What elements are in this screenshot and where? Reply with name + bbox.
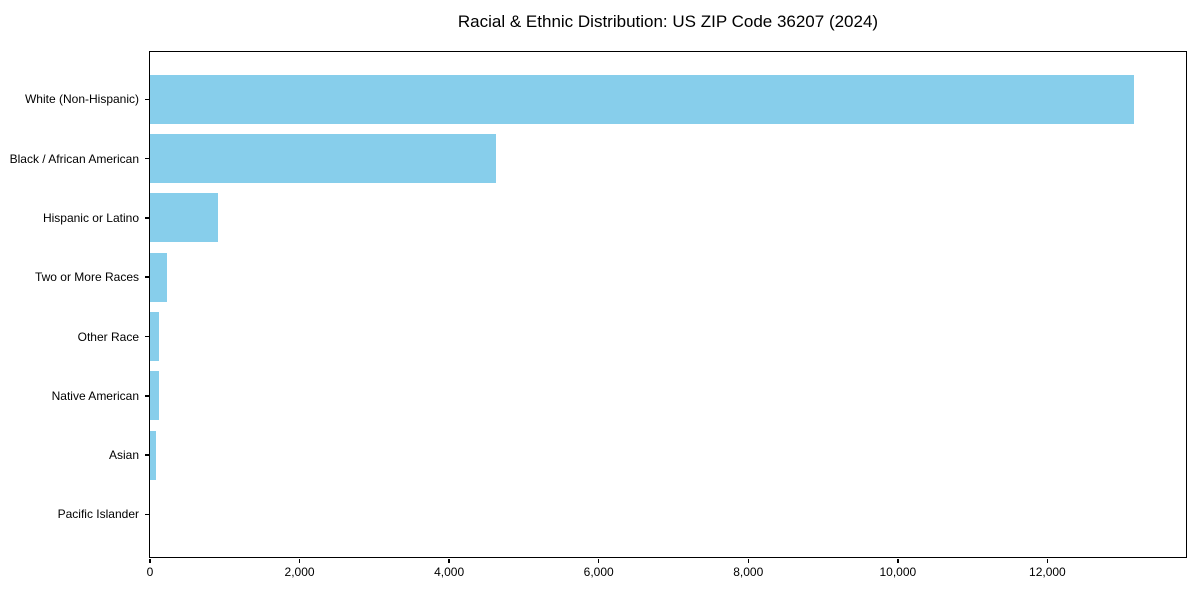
y-tick-mark [144,335,149,338]
y-tick-mark [144,217,149,219]
y-tick-mark [144,98,149,101]
x-tick-label: 4,000 [434,565,465,579]
y-tick-mark [144,454,149,456]
x-tick-mark [1046,558,1049,563]
y-tick-mark [144,276,149,278]
bar [150,134,497,184]
x-tick-label: 10,000 [879,565,917,579]
x-tick-label: 6,000 [583,565,614,579]
x-tick-mark [747,558,750,563]
y-tick-label: Native American [51,388,139,403]
bar [150,430,157,480]
y-tick-label: Two or More Races [34,270,139,285]
y-tick-label: Pacific Islander [57,507,139,522]
y-tick-label: Black / African American [9,151,139,166]
x-tick-label: 12,000 [1029,565,1066,579]
x-tick-label: 2,000 [284,565,315,579]
y-tick-label: White (Non-Hispanic) [24,92,139,107]
chart-title: Racial & Ethnic Distribution: US ZIP Cod… [457,12,879,31]
bar [150,193,218,243]
y-tick-mark [144,513,149,516]
bar [150,312,160,361]
bar [150,252,168,302]
bar [150,74,1135,124]
x-tick-label: 8,000 [733,565,764,579]
x-tick-mark [448,558,450,563]
plot-area: White (Non-Hispanic) Black / African Amer… [10,51,1187,579]
bar [150,371,159,421]
x-tick-mark [597,558,600,563]
y-tick-label: Other Race [77,329,139,344]
x-tick-label: 0 [146,565,154,579]
x-tick-mark [149,558,151,563]
y-tick-mark [144,157,149,160]
y-tick-label: Asian [108,448,139,463]
x-tick-mark [298,558,301,563]
x-tick-mark [897,558,899,563]
y-tick-mark [144,395,149,397]
y-tick-label: Hispanic or Latino [42,210,139,225]
